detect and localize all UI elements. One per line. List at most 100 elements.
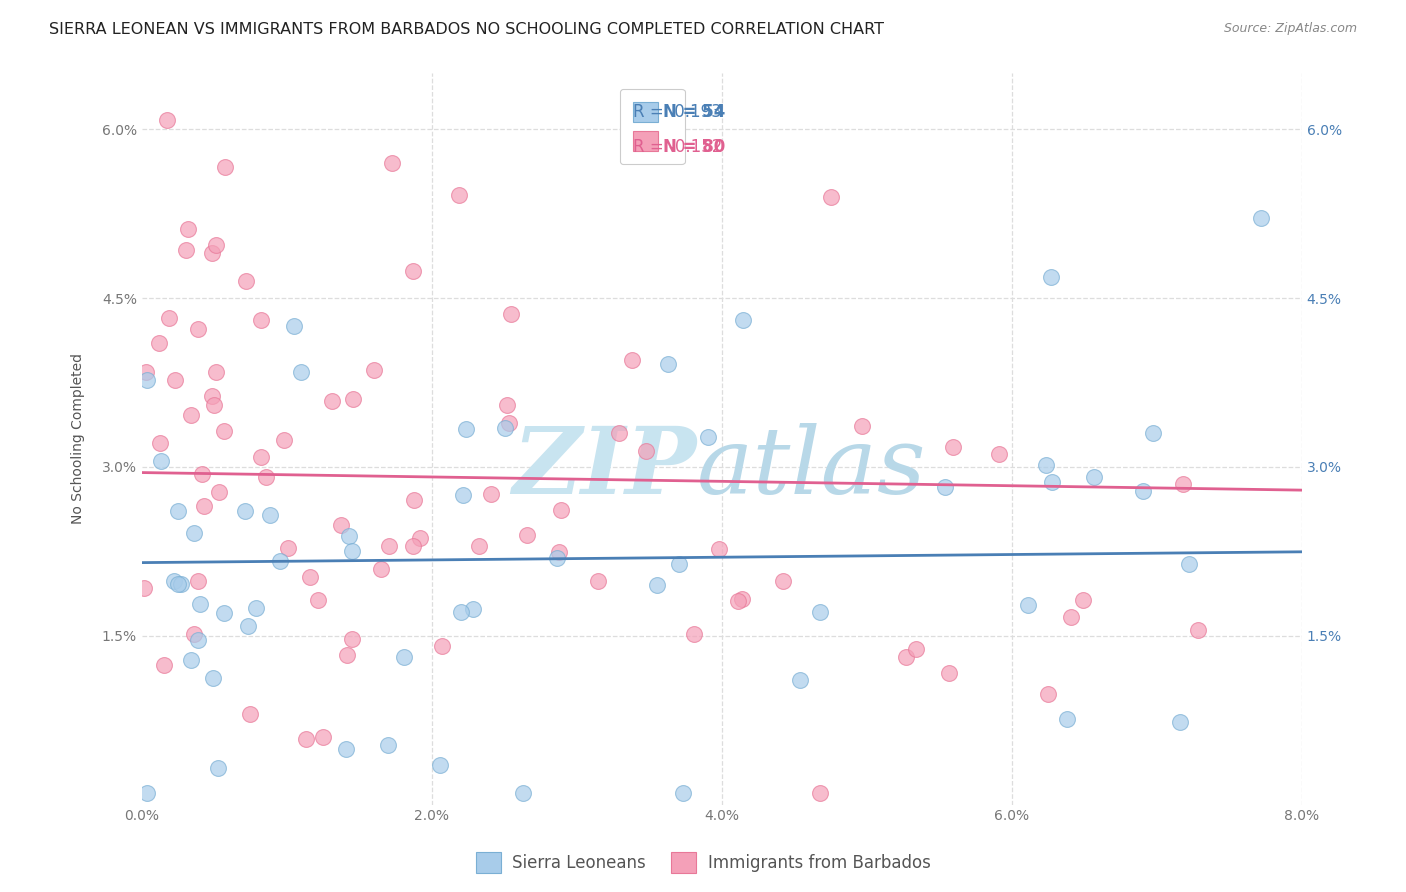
Point xyxy=(250,450,273,464)
Point xyxy=(697,430,720,444)
Point xyxy=(499,307,522,321)
Point xyxy=(430,640,453,654)
Point xyxy=(401,539,423,553)
Point xyxy=(208,485,231,500)
Point xyxy=(645,577,668,591)
Point xyxy=(1060,610,1083,624)
Point xyxy=(820,190,842,204)
Point xyxy=(201,671,224,685)
Point xyxy=(1040,475,1063,489)
Point xyxy=(170,577,193,591)
Legend: , : , xyxy=(620,88,685,164)
Point xyxy=(370,562,392,576)
Point xyxy=(516,527,538,541)
Point xyxy=(330,517,353,532)
Point xyxy=(772,574,794,589)
Point xyxy=(934,480,956,494)
Point xyxy=(177,222,200,236)
Point xyxy=(456,422,478,436)
Point xyxy=(1178,557,1201,571)
Point xyxy=(136,373,159,387)
Point xyxy=(254,470,277,484)
Point xyxy=(363,362,385,376)
Point xyxy=(496,398,519,412)
Point xyxy=(134,581,156,595)
Point xyxy=(402,264,425,278)
Point xyxy=(249,313,271,327)
Point xyxy=(404,493,426,508)
Point xyxy=(239,706,262,721)
Point xyxy=(429,758,451,772)
Point xyxy=(408,531,430,545)
Point xyxy=(377,738,399,752)
Point xyxy=(148,335,170,350)
Point xyxy=(683,627,706,641)
Point xyxy=(1036,688,1059,702)
Point xyxy=(512,786,534,800)
Point xyxy=(378,539,401,553)
Point xyxy=(621,352,644,367)
Point xyxy=(202,398,225,412)
Point xyxy=(152,658,174,673)
Point xyxy=(174,243,197,257)
Point xyxy=(204,365,226,379)
Point xyxy=(150,454,173,468)
Point xyxy=(277,541,299,555)
Point xyxy=(447,188,470,202)
Point xyxy=(156,113,179,128)
Point xyxy=(136,786,159,800)
Y-axis label: No Schooling Completed: No Schooling Completed xyxy=(72,353,86,524)
Point xyxy=(479,487,502,501)
Point xyxy=(1017,599,1039,613)
Point xyxy=(233,504,256,518)
Point xyxy=(183,626,205,640)
Point xyxy=(336,648,359,662)
Point xyxy=(207,761,229,775)
Point xyxy=(340,632,363,646)
Point xyxy=(451,488,474,502)
Point xyxy=(381,155,404,169)
Point xyxy=(212,606,235,620)
Point xyxy=(392,649,415,664)
Point xyxy=(586,574,609,588)
Point xyxy=(1083,469,1105,483)
Point xyxy=(340,544,363,558)
Point xyxy=(212,424,235,438)
Text: R = -0.152: R = -0.152 xyxy=(633,138,723,156)
Point xyxy=(167,504,190,518)
Point xyxy=(548,545,571,559)
Point xyxy=(321,393,343,408)
Point xyxy=(201,246,224,260)
Point xyxy=(214,160,236,174)
Point xyxy=(190,467,212,482)
Point xyxy=(467,539,489,553)
Point xyxy=(245,600,267,615)
Point xyxy=(163,372,186,386)
Point xyxy=(550,503,572,517)
Text: SIERRA LEONEAN VS IMMIGRANTS FROM BARBADOS NO SCHOOLING COMPLETED CORRELATION CH: SIERRA LEONEAN VS IMMIGRANTS FROM BARBAD… xyxy=(49,22,884,37)
Point xyxy=(789,673,811,687)
Text: N = 80: N = 80 xyxy=(662,138,725,156)
Point xyxy=(311,730,333,744)
Point xyxy=(236,619,259,633)
Point xyxy=(707,541,730,556)
Point xyxy=(1168,714,1191,729)
Point xyxy=(163,574,186,588)
Point xyxy=(290,365,312,379)
Point xyxy=(187,574,209,588)
Point xyxy=(1071,592,1094,607)
Point xyxy=(193,500,215,514)
Point xyxy=(1035,458,1057,472)
Point xyxy=(1250,211,1272,225)
Point xyxy=(187,632,209,647)
Point xyxy=(180,409,202,423)
Point xyxy=(1056,712,1078,726)
Point xyxy=(941,440,963,454)
Text: Source: ZipAtlas.com: Source: ZipAtlas.com xyxy=(1223,22,1357,36)
Point xyxy=(546,551,568,566)
Point xyxy=(235,274,257,288)
Point xyxy=(335,741,357,756)
Point xyxy=(283,318,305,333)
Point xyxy=(149,436,172,450)
Point xyxy=(259,508,281,522)
